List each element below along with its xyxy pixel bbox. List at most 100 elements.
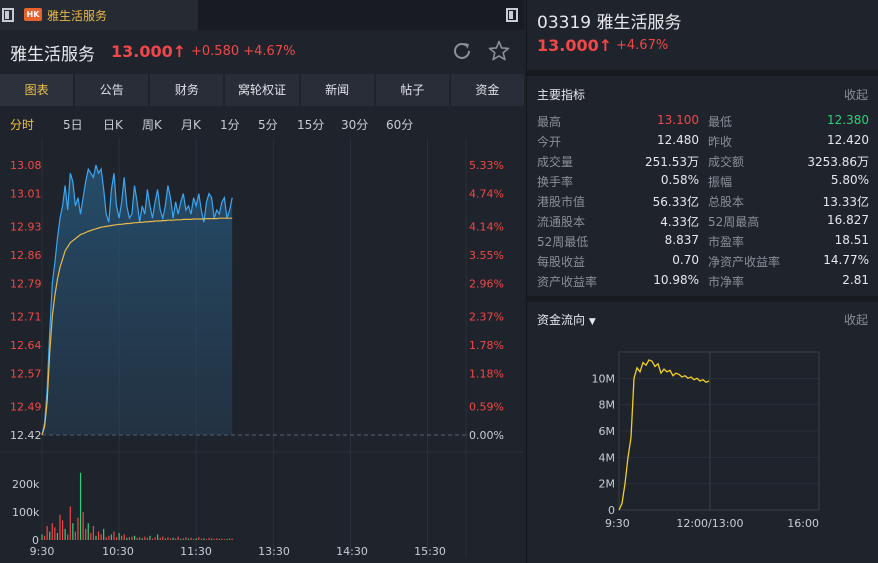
flow-xtick-label: 9:30 <box>605 517 630 530</box>
period-tab[interactable]: 1分 <box>220 118 240 132</box>
metric-label: 成交量 <box>537 155 574 169</box>
volume-tick-label: 200k <box>12 478 40 491</box>
period-tab[interactable]: 分时 <box>10 118 35 132</box>
price-tick-label: 12.86 <box>10 249 42 262</box>
flow-ytick-label: 4M <box>599 451 616 464</box>
panel-toggle-icon[interactable] <box>2 8 14 22</box>
metric-row: 最高 13.100 最低 12.380 <box>537 112 869 132</box>
metric-row: 52周最低 8.837 市盈率 18.51 <box>537 232 869 252</box>
price-tick-label: 13.08 <box>10 159 42 172</box>
main-nav: 图表 公告 财务 窝轮权证 新闻 帖子 资金 <box>0 74 524 106</box>
pct-tick-label: 2.37% <box>469 310 504 323</box>
period-tab[interactable]: 月K <box>181 118 201 132</box>
avg-price-line <box>41 217 233 436</box>
metrics-title: 主要指标 <box>537 88 586 102</box>
metric-label: 每股收益 <box>537 255 586 269</box>
stock-tab[interactable]: HK 雅生活服务 <box>0 0 198 30</box>
period-tab[interactable]: 60分 <box>386 118 414 132</box>
metric-row: 港股市值 56.33亿 总股本 13.33亿 <box>537 192 869 212</box>
nav-tab[interactable]: 窝轮权证 <box>225 74 299 106</box>
period-tab[interactable]: 5日 <box>63 118 83 132</box>
metric-value: 56.33亿 <box>652 195 699 209</box>
metric-label: 资产收益率 <box>537 275 598 289</box>
metric-value: 12.380 <box>827 113 869 127</box>
flow-title-dropdown[interactable]: 资金流向 ▼ <box>537 313 596 327</box>
divider <box>527 296 878 302</box>
intraday-chart[interactable]: 13.08 5.33% 13.01 4.74% 12.93 4.14% 12.86 3.55%… <box>0 138 524 563</box>
pct-tick-label: 1.78% <box>469 339 504 352</box>
flow-fold-button[interactable]: 收起 <box>843 313 868 327</box>
nav-tab[interactable]: 公告 <box>75 74 149 106</box>
refresh-icon[interactable] <box>451 40 473 62</box>
stock-price: 13.000↑ <box>111 42 187 61</box>
hk-market-badge: HK <box>24 8 42 21</box>
nav-tab[interactable]: 图表 <box>0 74 74 106</box>
price-tick-label: 12.71 <box>10 310 42 323</box>
capital-flow-chart[interactable]: 10M 8M 6M 4M 2M 09:30 12:00/13:00 16:00 <box>527 338 878 563</box>
metric-row: 流通股本 4.33亿 52周最高 16.827 <box>537 212 869 232</box>
metric-label: 市净率 <box>708 275 745 289</box>
sidebar-toggle-icon[interactable] <box>506 8 518 22</box>
time-tick-label: 15:30 <box>414 545 446 558</box>
price-line <box>41 164 233 436</box>
period-tab[interactable]: 5分 <box>258 118 278 132</box>
metrics-fold-button[interactable]: 收起 <box>843 88 868 102</box>
pct-tick-label: 5.33% <box>469 159 504 172</box>
up-arrow-icon: ↑ <box>172 42 187 61</box>
right-stock-change: +4.67% <box>616 38 669 53</box>
metric-value: 3253.86万 <box>807 155 869 169</box>
nav-tab[interactable]: 资金 <box>450 74 524 106</box>
metric-row: 换手率 0.58% 振幅 5.80% <box>537 172 869 192</box>
metric-value: 13.100 <box>657 113 699 127</box>
time-tick-label: 11:30 <box>180 545 212 558</box>
period-tab[interactable]: 周K <box>142 118 162 132</box>
nav-tab[interactable]: 财务 <box>150 74 224 106</box>
volume-tick-label: 0 <box>32 534 39 547</box>
pct-tick-label: 4.74% <box>469 188 504 201</box>
metric-value: 8.837 <box>664 233 699 247</box>
price-area <box>42 165 233 435</box>
price-tick-label: 12.57 <box>10 368 42 381</box>
metric-label: 52周最低 <box>537 235 589 249</box>
flow-ytick-label: 2M <box>599 478 616 491</box>
stock-code-title: 03319 雅生活服务 <box>537 13 682 33</box>
metric-value: 251.53万 <box>645 155 699 169</box>
volume-tick-label: 100k <box>12 506 40 519</box>
metric-label: 最低 <box>708 115 733 129</box>
price-tick-label: 12.64 <box>10 339 42 352</box>
period-tab[interactable]: 30分 <box>341 118 369 132</box>
star-icon[interactable] <box>487 39 511 63</box>
pct-tick-label: 0.59% <box>469 400 504 413</box>
metric-label: 最高 <box>537 115 562 129</box>
metric-value: 4.33亿 <box>660 215 699 229</box>
metric-value: 12.480 <box>657 133 699 147</box>
metric-label: 总股本 <box>708 195 745 209</box>
metric-value: 10.98% <box>653 273 699 287</box>
info-panel: 03319 雅生活服务 13.000↑ +4.67% 主要指标 收起 最高 13.… <box>526 0 878 563</box>
tab-strip: HK 雅生活服务 <box>0 0 524 30</box>
time-tick-label: 14:30 <box>336 545 368 558</box>
nav-tab[interactable]: 帖子 <box>375 74 449 106</box>
metric-row: 成交量 251.53万 成交额 3253.86万 <box>537 152 869 172</box>
flow-xtick-label: 12:00/13:00 <box>676 517 743 530</box>
price-tick-label: 12.42 <box>10 429 42 442</box>
chart-panel: HK 雅生活服务 雅生活服务 13.000↑ +0.580 +4.67% 图表公… <box>0 0 524 563</box>
metric-label: 换手率 <box>537 175 574 189</box>
price-tick-label: 12.49 <box>10 400 42 413</box>
metrics-grid: 最高 13.100 最低 12.380 今开 12.480 昨收 12.420 成交量 251.5… <box>537 112 869 292</box>
divider <box>527 70 878 76</box>
metric-label: 成交额 <box>708 155 745 169</box>
flow-ytick-label: 0 <box>608 504 615 517</box>
metric-label: 港股市值 <box>537 195 586 209</box>
metric-value: 5.80% <box>830 173 869 187</box>
metric-value: 18.51 <box>834 233 869 247</box>
nav-tab[interactable]: 新闻 <box>300 74 374 106</box>
flow-line <box>618 359 710 511</box>
metric-value: 0.58% <box>660 173 699 187</box>
metric-row: 今开 12.480 昨收 12.420 <box>537 132 869 152</box>
period-tab[interactable]: 15分 <box>297 118 325 132</box>
metric-row: 每股收益 0.70 净资产收益率 14.77% <box>537 252 869 272</box>
period-tab[interactable]: 日K <box>103 118 123 132</box>
tab-title: 雅生活服务 <box>47 9 108 23</box>
metric-value: 13.33亿 <box>822 195 869 209</box>
